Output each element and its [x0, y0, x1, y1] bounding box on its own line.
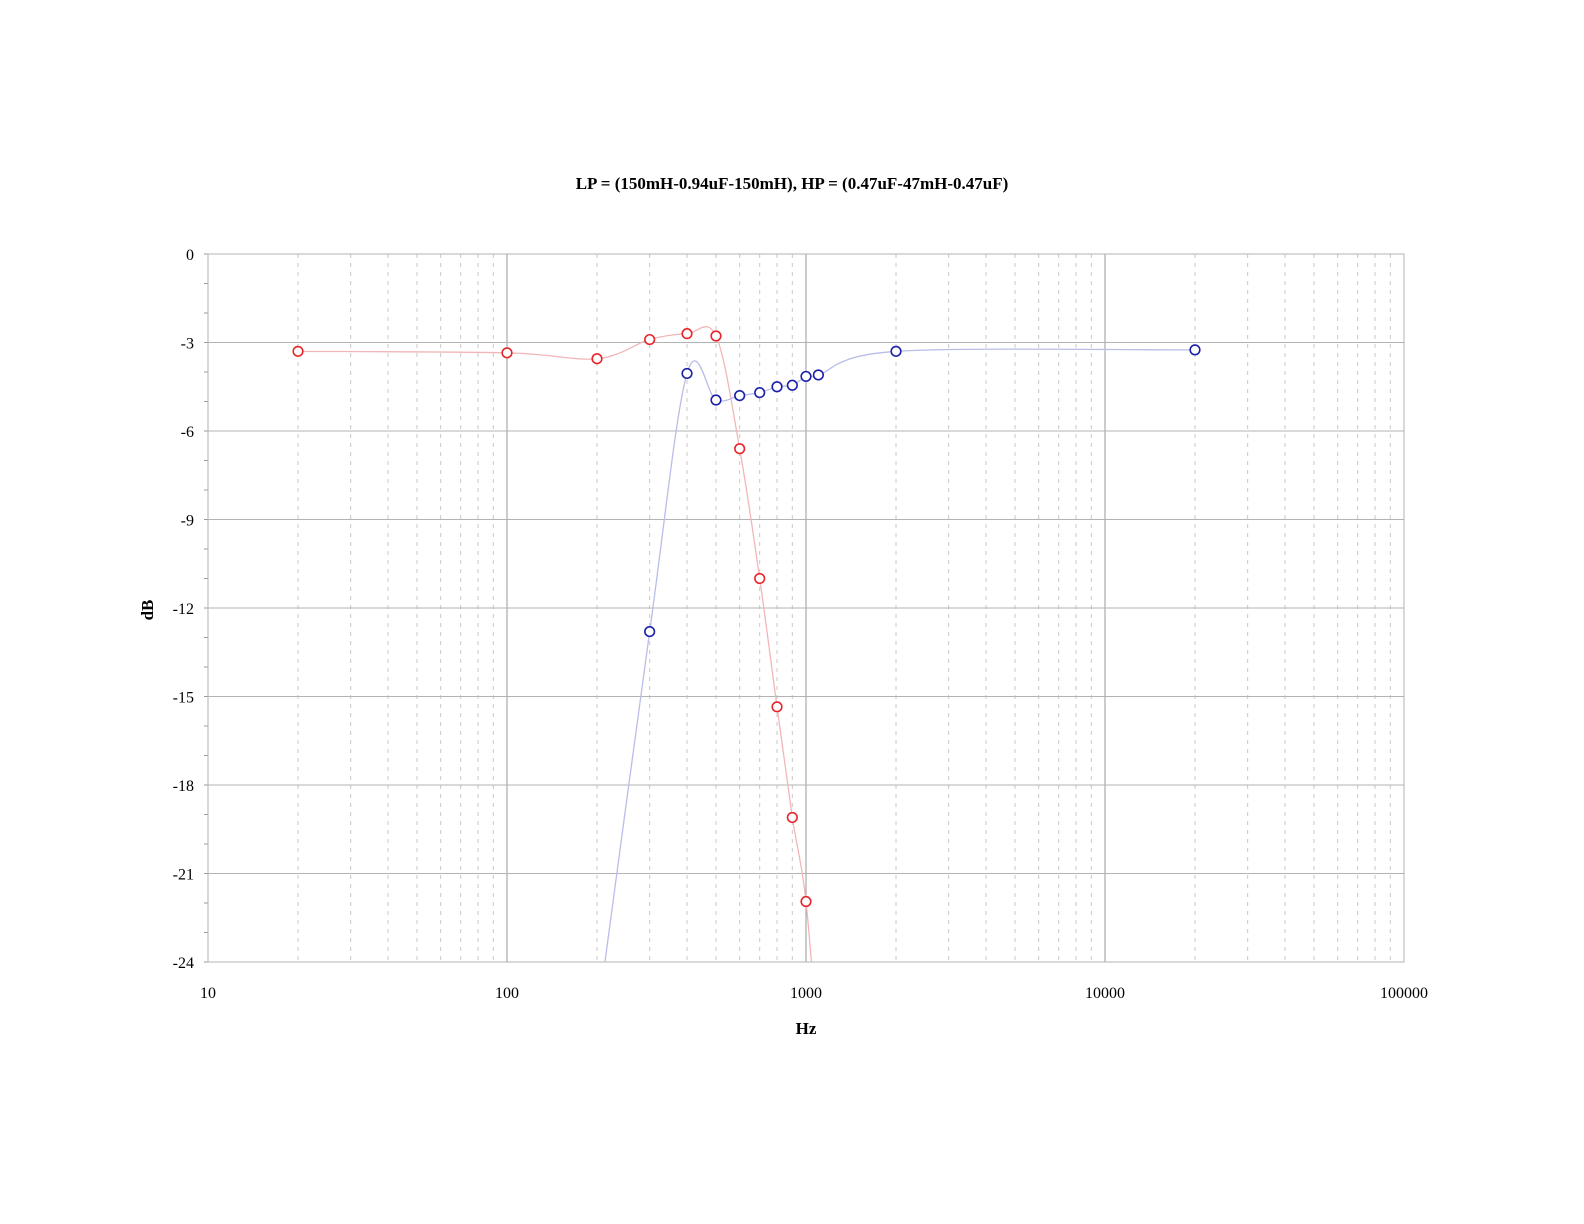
data-points: [292, 328, 1201, 908]
y-tick-label: -24: [173, 955, 194, 972]
y-tick-label: -12: [173, 601, 194, 618]
data-point: [591, 353, 603, 365]
data-point: [644, 333, 656, 346]
y-tick-label: -18: [173, 778, 194, 795]
y-tick-label: -9: [181, 513, 194, 530]
data-point: [771, 381, 783, 393]
y-tick-label: -21: [173, 867, 194, 884]
data-point: [754, 387, 766, 399]
data-point: [681, 328, 693, 340]
data-point: [710, 394, 722, 406]
y-tick-label: -3: [181, 336, 194, 353]
x-tick-label: 100: [495, 985, 519, 1002]
data-point: [786, 811, 798, 824]
data-point: [800, 895, 812, 908]
series-lines: [298, 326, 1196, 962]
data-point: [734, 443, 746, 455]
data-point: [644, 625, 656, 638]
y-tick-label: -6: [181, 424, 194, 441]
data-point: [890, 345, 902, 357]
y-tick-label: -15: [173, 690, 194, 707]
x-tick-label: 1000: [790, 985, 822, 1002]
plot-frame: [207, 253, 1405, 963]
data-point: [681, 367, 693, 380]
x-tick-label: 10000: [1085, 985, 1125, 1002]
grid: [204, 253, 1405, 963]
data-point: [1189, 344, 1201, 356]
data-point: [786, 379, 798, 391]
data-point: [734, 390, 746, 402]
data-point: [292, 345, 304, 357]
data-point: [771, 701, 783, 713]
chart-title: LP = (150mH-0.94uF-150mH), HP = (0.47uF-…: [575, 174, 1009, 193]
y-tick-label: 0: [186, 247, 194, 264]
x-axis-label: Hz: [796, 1019, 817, 1038]
data-point: [710, 330, 722, 342]
series-line: [298, 326, 813, 962]
data-point: [800, 370, 812, 383]
tick-labels: 0 -3 -6 -9 -12 -15 -18 -21 -24 10 100 1000 10000 1000…: [173, 247, 1428, 1002]
data-point: [754, 572, 766, 585]
data-point: [812, 369, 824, 381]
x-tick-label: 10: [200, 985, 216, 1002]
data-point: [501, 347, 513, 359]
x-tick-label: 100000: [1380, 985, 1428, 1002]
y-axis-label: dB: [138, 600, 157, 621]
